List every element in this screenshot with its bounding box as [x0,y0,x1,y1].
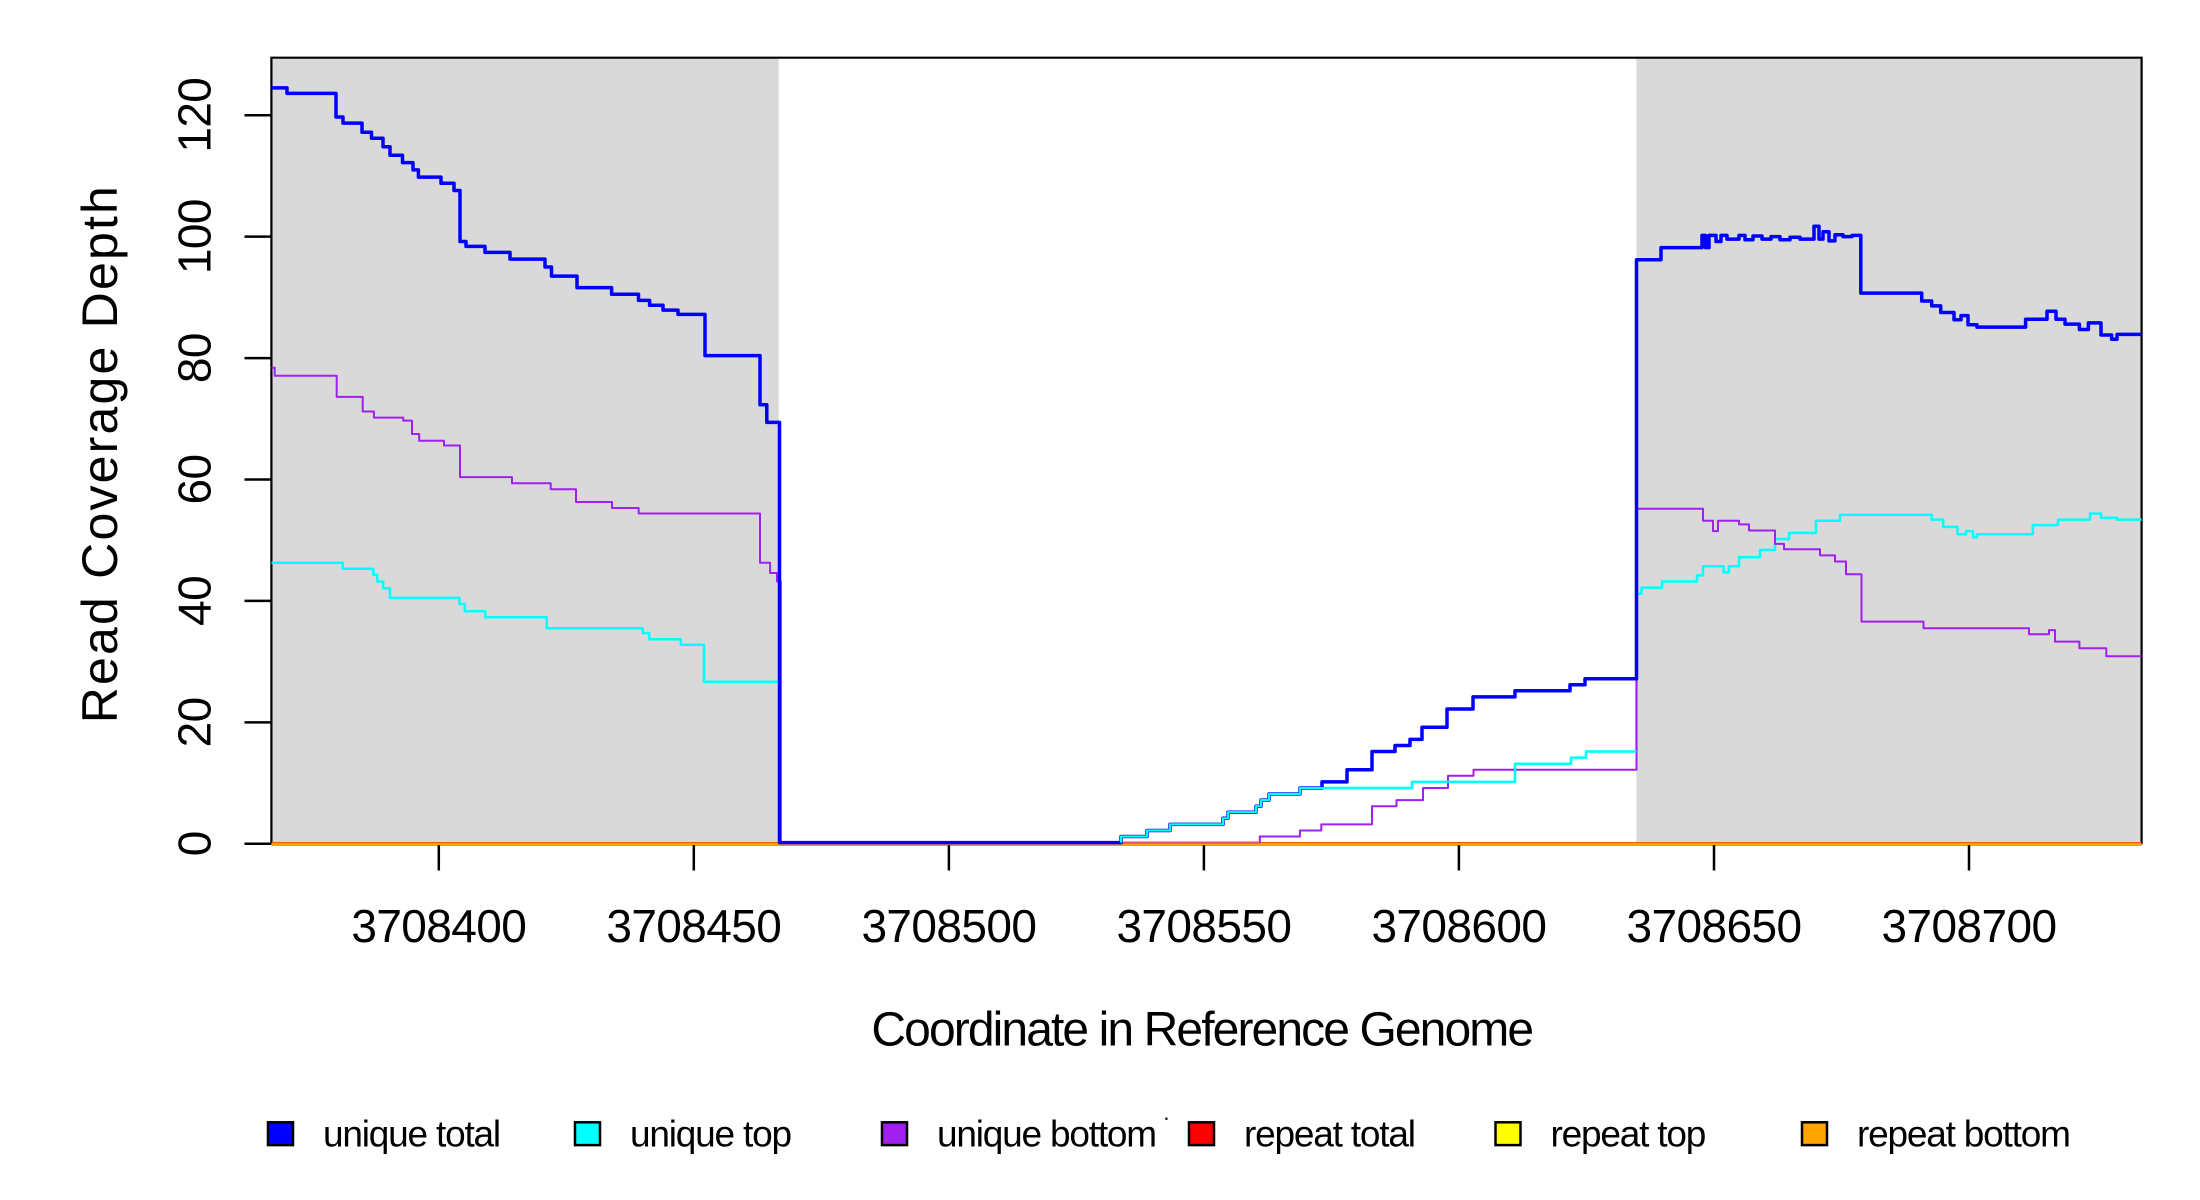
svg-text:20: 20 [169,697,221,747]
svg-text:60: 60 [169,455,221,505]
svg-text:repeat bottom: repeat bottom [1857,1114,2070,1155]
svg-text:3708450: 3708450 [606,900,781,952]
svg-text:120: 120 [169,78,221,153]
svg-text:Read Coverage Depth: Read Coverage Depth [72,184,128,723]
svg-text:100: 100 [169,199,221,274]
svg-text:repeat top: repeat top [1551,1114,1706,1155]
svg-text:repeat total: repeat total [1244,1114,1415,1155]
svg-text:40: 40 [169,576,221,626]
svg-text:Coordinate in Reference Genome: Coordinate in Reference Genome [871,1003,1532,1056]
svg-text:unique bottom: unique bottom [937,1114,1156,1155]
svg-text:3708600: 3708600 [1371,900,1546,952]
svg-text:unique total: unique total [323,1114,500,1155]
svg-text:3708650: 3708650 [1627,900,1802,952]
svg-text:3708400: 3708400 [351,900,526,952]
svg-text:80: 80 [169,333,221,383]
svg-text:0: 0 [169,831,221,856]
svg-text:3708500: 3708500 [861,900,1036,952]
svg-text:3708700: 3708700 [1882,900,2057,952]
svg-text:unique top: unique top [630,1114,791,1155]
svg-text:3708550: 3708550 [1116,900,1291,952]
